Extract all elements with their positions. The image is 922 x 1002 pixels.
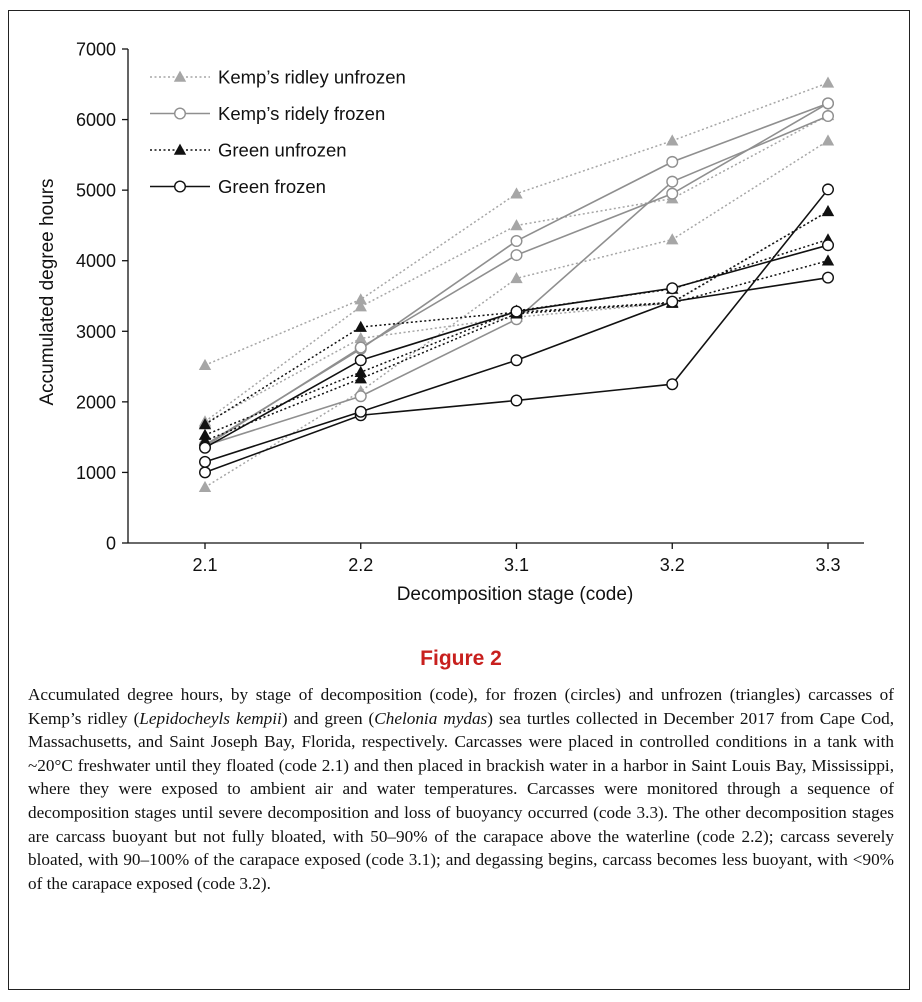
data-point (510, 354, 523, 367)
x-tick-label: 3.3 (815, 555, 840, 575)
legend-label: Green unfrozen (218, 140, 347, 161)
data-point (822, 183, 835, 196)
data-point (666, 378, 679, 391)
figure-caption: Accumulated degree hours, by stage of de… (28, 683, 894, 895)
legend-marker (173, 143, 187, 155)
x-tick-label: 3.2 (660, 555, 685, 575)
data-point (510, 219, 523, 231)
legend-item: Green frozen (150, 176, 326, 197)
x-axis-label: Decomposition stage (code) (397, 584, 634, 605)
caption-text: ) and green ( (281, 708, 375, 728)
data-point (666, 233, 679, 245)
data-point (666, 295, 679, 308)
y-tick-label: 6000 (76, 110, 116, 130)
data-point (354, 320, 367, 332)
y-tick-label: 2000 (76, 392, 116, 412)
data-point (198, 358, 212, 370)
legend-marker (173, 70, 187, 82)
legend-label: Kemp’s ridley unfrozen (218, 67, 406, 88)
data-point (354, 354, 367, 367)
data-point (510, 249, 523, 262)
y-tick-label: 0 (106, 534, 116, 554)
y-tick-label: 1000 (76, 463, 116, 483)
series-kemp-s-ridley-unfrozen-1 (198, 76, 835, 370)
data-point (510, 272, 523, 284)
data-point (821, 134, 835, 146)
x-tick-label: 2.2 (348, 555, 373, 575)
data-point (198, 455, 211, 468)
data-point (198, 441, 211, 454)
data-point (821, 76, 835, 88)
series-green-frozen-2 (198, 271, 835, 468)
caption-text: ) sea turtles collected in December 2017… (28, 708, 894, 893)
data-point (666, 282, 679, 295)
series-green-frozen-3 (198, 239, 835, 454)
data-point (354, 390, 367, 403)
figure-title: Figure 2 (420, 647, 502, 670)
data-point (666, 175, 679, 188)
data-point (821, 204, 835, 217)
data-point (354, 405, 367, 418)
caption-species-name: Chelonia mydas (374, 708, 488, 728)
data-point (354, 300, 367, 312)
data-point (822, 110, 835, 123)
data-point (821, 254, 835, 266)
caption-species-name: Lepidocheyls kempii (139, 708, 282, 728)
legend-marker (173, 180, 186, 193)
data-point (666, 134, 679, 146)
series-line (204, 259, 829, 442)
data-point (198, 466, 211, 479)
data-point (510, 394, 523, 407)
y-tick-label: 7000 (76, 40, 116, 60)
chart-legend: Kemp’s ridley unfrozen Kemp’s ridely froz… (150, 67, 406, 197)
chart-series (198, 76, 835, 493)
legend-item: Kemp’s ridley unfrozen (150, 67, 406, 88)
chart-axes: 0 1000 2000 3000 4000 5000 6000 7000 2.1 2.2 3.1 3.… (76, 40, 864, 575)
series-line (204, 210, 829, 426)
data-point (354, 341, 367, 354)
data-point (822, 271, 835, 284)
y-tick-label: 4000 (76, 251, 116, 271)
legend-label: Green frozen (218, 176, 326, 197)
line-chart: 0 1000 2000 3000 4000 5000 6000 7000 2.1 2.2 3.1 3.… (37, 40, 864, 605)
data-point (666, 187, 679, 200)
y-axis-label: Accumulated degree hours (37, 178, 58, 405)
data-point (198, 480, 212, 493)
y-tick-label: 3000 (76, 322, 116, 342)
legend-item: Green unfrozen (150, 140, 347, 161)
x-tick-label: 2.1 (192, 555, 217, 575)
legend-label: Kemp’s ridely frozen (218, 103, 385, 124)
data-point (822, 97, 835, 110)
caption-text: Accumulated degree hours, by stage of de… (28, 685, 894, 728)
data-point (510, 234, 523, 247)
legend-marker (173, 107, 186, 120)
figure-frame (8, 10, 910, 990)
data-point (822, 239, 835, 252)
data-point (510, 305, 523, 318)
y-tick-label: 5000 (76, 181, 116, 201)
x-tick-label: 3.1 (504, 555, 529, 575)
data-point (510, 187, 523, 199)
data-point (666, 155, 679, 168)
data-point (354, 372, 367, 384)
legend-item: Kemp’s ridely frozen (150, 103, 385, 124)
